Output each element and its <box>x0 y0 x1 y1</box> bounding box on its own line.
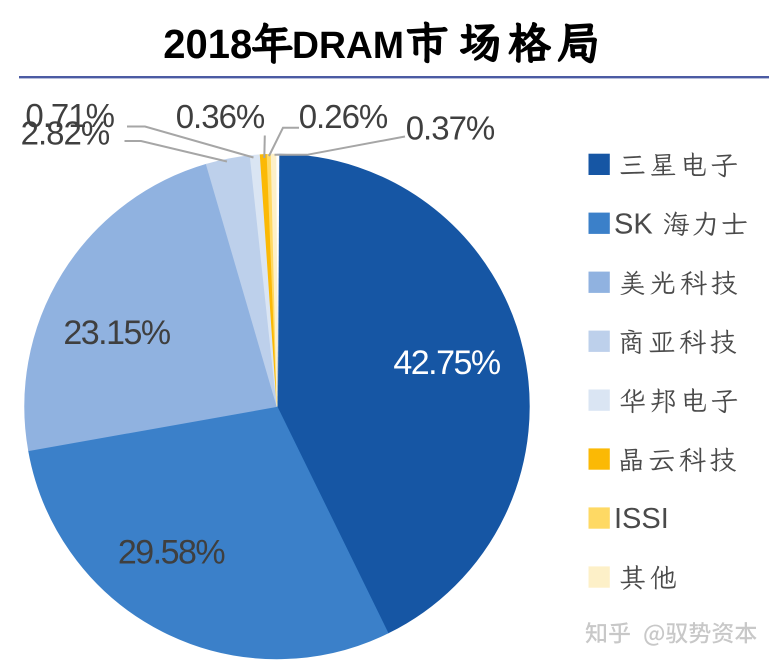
svg-text:29.58%: 29.58% <box>118 534 226 572</box>
svg-text:DRAM: DRAM <box>292 25 404 67</box>
svg-text:2.82%: 2.82% <box>21 115 110 152</box>
svg-text:0.36%: 0.36% <box>176 98 265 135</box>
svg-text:23.15%: 23.15% <box>63 314 171 352</box>
svg-text:SK: SK <box>614 208 653 240</box>
svg-text:ISSI: ISSI <box>614 503 669 535</box>
svg-text:0.26%: 0.26% <box>299 98 388 135</box>
svg-text:0.37%: 0.37% <box>406 110 495 147</box>
svg-text:42.75%: 42.75% <box>393 344 501 382</box>
svg-text:2018: 2018 <box>163 21 252 67</box>
svg-text:0.71%: 0.71% <box>25 97 114 134</box>
